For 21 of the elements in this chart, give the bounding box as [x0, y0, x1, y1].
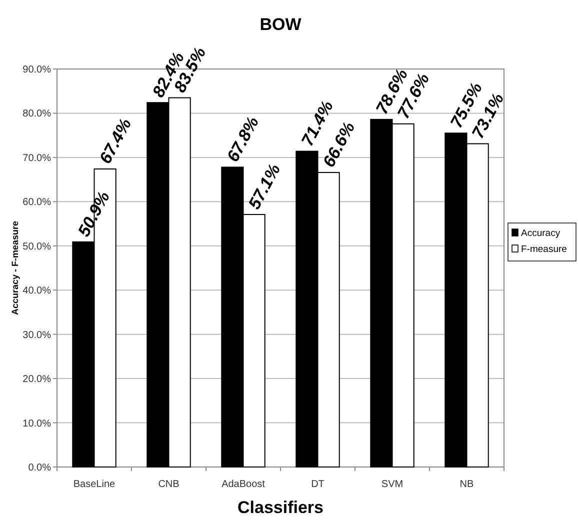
x-tick-label: SVM — [381, 479, 404, 490]
legend-label: F-measure — [521, 244, 567, 255]
x-tick-label: DT — [311, 479, 324, 490]
y-tick-label: 10.0% — [22, 418, 52, 430]
legend-label: Accuracy — [521, 228, 560, 239]
y-axis-title: Accuracy - F-measure — [10, 220, 20, 316]
y-tick-label: 60.0% — [22, 197, 52, 208]
y-tick-label: 0.0% — [28, 462, 52, 474]
x-tick-label: NB — [460, 479, 474, 490]
y-tick-label: 70.0% — [22, 152, 52, 164]
y-tick-label: 50.0% — [22, 241, 52, 252]
y-tick-label: 30.0% — [22, 330, 52, 341]
y-tick-label: 80.0% — [22, 108, 52, 120]
x-tick-label: AdaBoost — [222, 479, 266, 490]
y-tick-label: 90.0% — [22, 64, 52, 76]
y-tick-label: 20.0% — [22, 374, 52, 386]
x-tick-label: BaseLine — [73, 479, 116, 490]
y-tick-label: 40.0% — [22, 286, 52, 297]
chart-title: BOW — [260, 15, 302, 34]
x-tick-label: CNB — [158, 479, 180, 490]
x-axis-title: Classifiers — [238, 498, 324, 517]
